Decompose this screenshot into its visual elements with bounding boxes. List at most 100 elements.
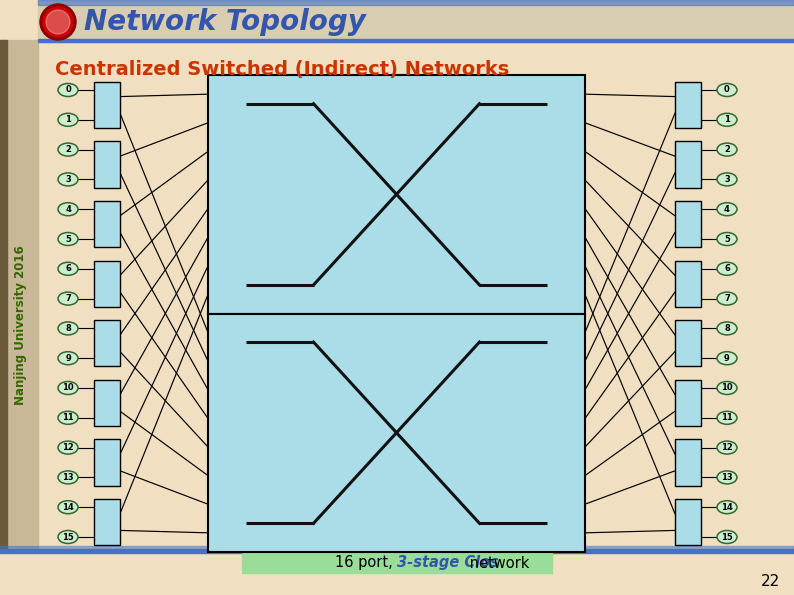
Text: 6: 6 xyxy=(65,264,71,273)
Ellipse shape xyxy=(717,471,737,484)
Ellipse shape xyxy=(58,262,78,275)
Bar xyxy=(675,201,701,247)
Ellipse shape xyxy=(58,531,78,543)
Ellipse shape xyxy=(58,83,78,96)
Ellipse shape xyxy=(717,531,737,543)
Ellipse shape xyxy=(58,501,78,513)
Ellipse shape xyxy=(58,381,78,394)
Bar xyxy=(0,40,7,595)
Bar xyxy=(675,499,701,545)
Bar xyxy=(208,75,585,314)
Bar xyxy=(94,201,120,247)
Text: 0: 0 xyxy=(724,86,730,95)
Ellipse shape xyxy=(717,173,737,186)
Ellipse shape xyxy=(58,113,78,126)
Ellipse shape xyxy=(58,441,78,454)
Ellipse shape xyxy=(717,322,737,335)
Circle shape xyxy=(46,10,70,34)
Text: 10: 10 xyxy=(62,384,74,393)
Text: 9: 9 xyxy=(724,353,730,363)
Bar xyxy=(0,549,794,553)
Ellipse shape xyxy=(58,292,78,305)
Text: 11: 11 xyxy=(721,414,733,422)
Bar xyxy=(675,439,701,486)
Bar xyxy=(38,0,794,42)
Text: 14: 14 xyxy=(721,503,733,512)
Ellipse shape xyxy=(717,83,737,96)
Text: 4: 4 xyxy=(724,205,730,214)
Bar xyxy=(675,320,701,367)
Text: 9: 9 xyxy=(65,353,71,363)
Text: 1: 1 xyxy=(724,115,730,124)
Ellipse shape xyxy=(717,411,737,424)
Bar xyxy=(675,261,701,307)
Text: 6: 6 xyxy=(724,264,730,273)
Text: 12: 12 xyxy=(62,443,74,452)
Text: 4: 4 xyxy=(65,205,71,214)
Text: 7: 7 xyxy=(724,294,730,303)
Bar xyxy=(38,0,794,5)
Ellipse shape xyxy=(717,203,737,216)
Ellipse shape xyxy=(58,233,78,246)
Bar xyxy=(94,320,120,367)
Text: 3: 3 xyxy=(65,175,71,184)
Text: 16 port,: 16 port, xyxy=(334,556,397,571)
Ellipse shape xyxy=(58,411,78,424)
Ellipse shape xyxy=(58,471,78,484)
Bar xyxy=(94,380,120,426)
Ellipse shape xyxy=(717,262,737,275)
Ellipse shape xyxy=(717,233,737,246)
Bar xyxy=(0,40,38,595)
Text: 8: 8 xyxy=(65,324,71,333)
Ellipse shape xyxy=(717,292,737,305)
Text: 10: 10 xyxy=(721,384,733,393)
Text: 22: 22 xyxy=(761,574,780,588)
Ellipse shape xyxy=(58,322,78,335)
Bar xyxy=(242,553,552,573)
Bar xyxy=(0,546,794,549)
Text: 13: 13 xyxy=(62,473,74,482)
Ellipse shape xyxy=(58,203,78,216)
Text: 7: 7 xyxy=(65,294,71,303)
Text: 15: 15 xyxy=(721,533,733,541)
Ellipse shape xyxy=(58,173,78,186)
Text: 5: 5 xyxy=(724,234,730,243)
Bar xyxy=(675,380,701,426)
Bar xyxy=(94,142,120,187)
Text: 5: 5 xyxy=(65,234,71,243)
Text: Network Topology: Network Topology xyxy=(84,8,366,36)
Ellipse shape xyxy=(58,352,78,365)
Bar xyxy=(0,553,794,595)
Ellipse shape xyxy=(58,143,78,156)
Bar xyxy=(38,39,794,42)
Bar xyxy=(94,261,120,307)
Text: Nanjing University 2016: Nanjing University 2016 xyxy=(14,245,28,405)
Bar xyxy=(242,553,552,573)
Text: 13: 13 xyxy=(721,473,733,482)
Text: 8: 8 xyxy=(724,324,730,333)
Circle shape xyxy=(43,7,73,37)
Text: 11: 11 xyxy=(62,414,74,422)
Ellipse shape xyxy=(717,143,737,156)
Text: 15: 15 xyxy=(62,533,74,541)
Text: 2: 2 xyxy=(65,145,71,154)
Text: 12: 12 xyxy=(721,443,733,452)
Ellipse shape xyxy=(717,113,737,126)
Text: 2: 2 xyxy=(724,145,730,154)
Bar xyxy=(675,142,701,187)
Ellipse shape xyxy=(717,501,737,513)
Text: Centralized Switched (Indirect) Networks: Centralized Switched (Indirect) Networks xyxy=(55,61,509,80)
Circle shape xyxy=(40,4,76,40)
Text: 14: 14 xyxy=(62,503,74,512)
Bar xyxy=(94,82,120,128)
Ellipse shape xyxy=(717,381,737,394)
Text: 0: 0 xyxy=(65,86,71,95)
Text: network: network xyxy=(465,556,530,571)
Text: 3-stage Clos: 3-stage Clos xyxy=(397,556,499,571)
Text: 3: 3 xyxy=(724,175,730,184)
Bar xyxy=(675,82,701,128)
Text: 1: 1 xyxy=(65,115,71,124)
Bar xyxy=(208,314,585,552)
Bar xyxy=(94,439,120,486)
Ellipse shape xyxy=(717,352,737,365)
